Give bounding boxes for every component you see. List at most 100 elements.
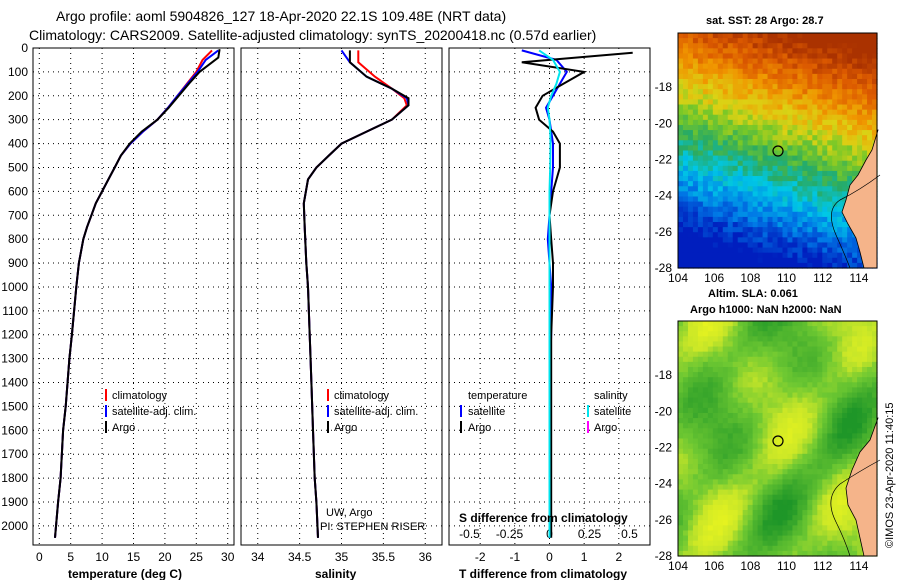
map-cell [832,530,838,537]
map-cell [842,130,848,136]
map-cell [687,78,694,85]
map-cell [747,433,754,440]
depth-tick-label: 700 [8,208,28,222]
map-cell [792,366,798,373]
map-cell [847,124,853,131]
map-cell [757,206,764,213]
map-cell [737,464,744,470]
map-cell [822,227,828,233]
map-cell [757,382,764,389]
map-cell [812,78,818,85]
map-cell [807,321,813,327]
map-cell [762,458,769,465]
map-cell [767,397,774,404]
map-cell [812,257,818,264]
map-cell [687,484,694,491]
map-cell [837,356,843,363]
map-cell [707,469,714,475]
map-cell [812,252,818,259]
map-cell [717,453,724,460]
map-cell [837,499,843,506]
map-cell [732,326,739,332]
map-cell [732,474,739,480]
map-cell [722,489,729,496]
map-cell [832,392,838,399]
map-cell [837,124,843,131]
sla-map-field [678,321,878,557]
map-cell [682,520,689,526]
map-cell [857,550,863,557]
map-cell [787,53,794,60]
map-cell [852,351,858,358]
map-cell [812,377,818,383]
map-cell [812,165,818,172]
map-cell [812,331,818,337]
map-cell [727,433,734,440]
map-cell [782,510,789,516]
map-cell [802,104,808,111]
map-cell [678,407,684,414]
map-cell [797,326,803,332]
map-cell [682,165,689,172]
map-cell [787,392,794,399]
map-cell [832,361,838,368]
map-cell [687,73,694,80]
map-cell [762,43,769,49]
map-cell [812,540,818,547]
map-cell [807,535,813,542]
depth-tick-label: 600 [8,184,28,198]
map-cell [707,453,714,460]
map-cell [757,68,764,75]
map-cell [702,119,709,126]
map-cell [812,448,818,455]
map-cell [742,499,749,506]
map-cell [707,366,714,373]
map-cell [752,181,759,187]
map-cell [712,216,719,223]
map-cell [762,387,769,394]
map-cell [812,336,818,343]
map-cell [707,346,714,353]
map-cell [862,366,868,373]
map-cell [837,372,843,378]
map-cell [797,119,803,126]
map-cell [822,119,828,126]
map-cell [842,550,848,557]
map-cell [692,351,699,358]
map-cell [682,387,689,394]
map-cell [737,540,744,547]
map-cell [702,43,709,49]
map-cell [732,99,739,106]
map-cell [847,372,853,378]
map-cell [782,33,789,39]
s-tick-label: 0.25 [578,527,602,541]
map-cell [847,464,853,470]
map-cell [862,387,868,394]
map-cell [737,104,744,111]
map-cell [822,63,828,70]
map-cell [752,68,759,75]
map-cell [837,191,843,198]
map-cell [712,366,719,373]
map-cell [857,99,863,106]
map-cell [807,474,813,480]
map-cell [687,372,694,378]
map-cell [827,530,833,537]
map-cell [827,377,833,383]
map-cell [732,382,739,389]
map-cell [802,407,808,414]
map-cell [767,474,774,480]
map-cell [822,372,828,378]
map-cell [727,540,734,547]
map-cell [872,68,878,75]
map-cell [682,38,689,44]
map-cell [727,331,734,337]
map-cell [772,237,779,244]
map-cell [782,484,789,491]
map-cell [862,145,868,152]
map-cell [787,257,794,264]
map-cell [797,89,803,95]
map-cell [772,458,779,465]
map-cell [762,326,769,332]
map-cell [767,38,774,44]
